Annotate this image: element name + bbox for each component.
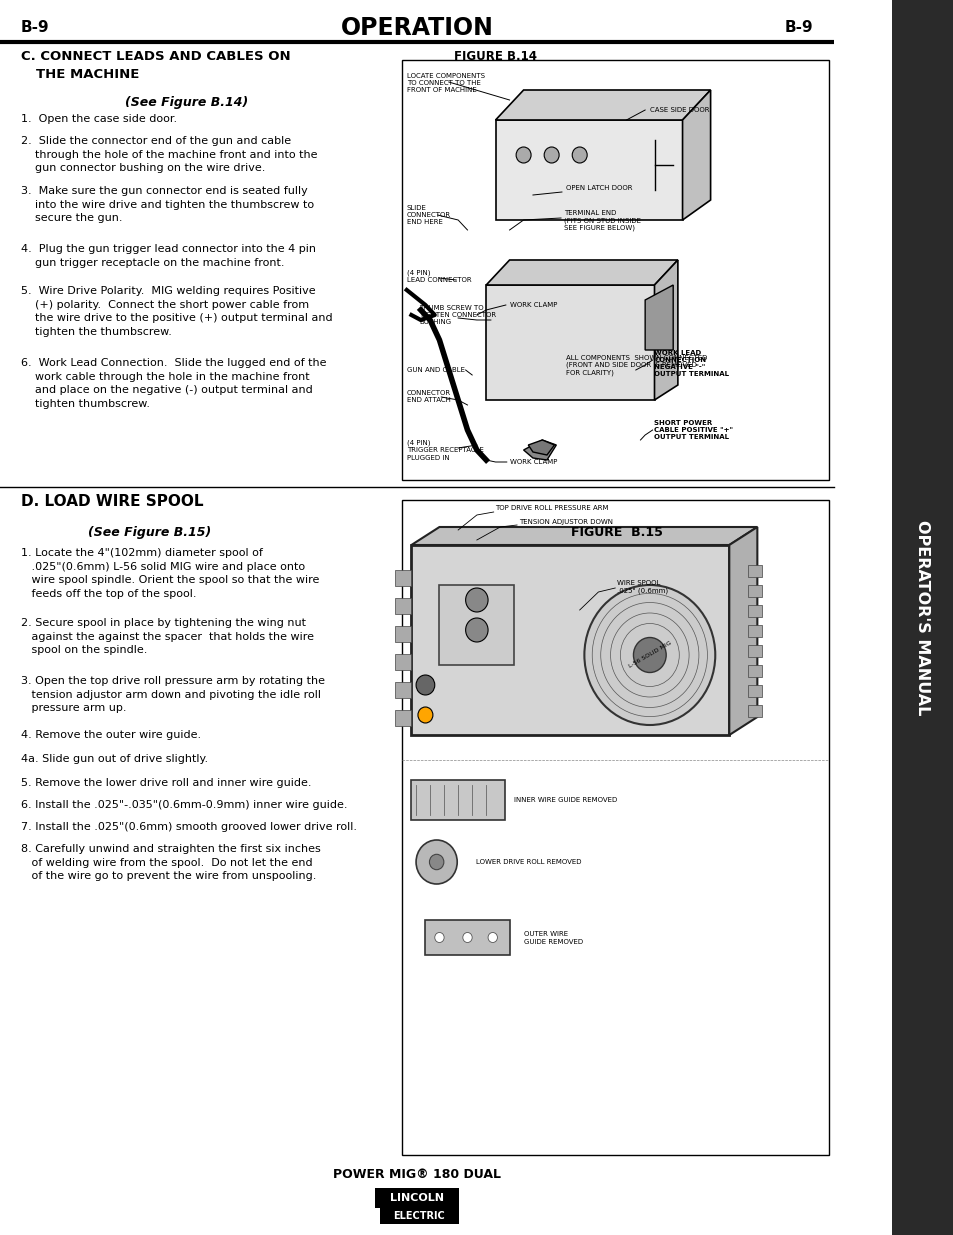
Circle shape xyxy=(543,147,558,163)
Text: B-9: B-9 xyxy=(21,21,50,36)
Bar xyxy=(395,571,411,585)
Text: TENSION ADJUSTOR DOWN: TENSION ADJUSTOR DOWN xyxy=(518,519,612,525)
Text: C. CONNECT LEADS AND CABLES ON: C. CONNECT LEADS AND CABLES ON xyxy=(21,49,290,63)
Text: OPERATION: OPERATION xyxy=(340,16,493,40)
Text: 6.  Work Lead Connection.  Slide the lugged end of the
    work cable through th: 6. Work Lead Connection. Slide the lugge… xyxy=(21,358,326,409)
Text: (4 PIN)
TRIGGER RECEPTACLE
PLUGGED IN: (4 PIN) TRIGGER RECEPTACLE PLUGGED IN xyxy=(406,440,483,461)
Circle shape xyxy=(465,588,488,613)
Text: ALL COMPONENTS  SHOWN CONNECTED
(FRONT AND SIDE DOOR IS REMOVED
FOR CLARITY): ALL COMPONENTS SHOWN CONNECTED (FRONT AN… xyxy=(565,354,706,375)
Text: 8. Carefully unwind and straighten the first six inches
   of welding wire from : 8. Carefully unwind and straighten the f… xyxy=(21,844,320,882)
Bar xyxy=(395,710,411,726)
Polygon shape xyxy=(486,261,678,285)
Polygon shape xyxy=(654,261,678,400)
Text: LOWER DRIVE ROLL REMOVED: LOWER DRIVE ROLL REMOVED xyxy=(476,860,580,864)
Polygon shape xyxy=(728,527,757,735)
Text: B-9: B-9 xyxy=(784,21,813,36)
Bar xyxy=(747,685,761,697)
Text: ®: ® xyxy=(448,1191,455,1197)
Polygon shape xyxy=(495,90,710,120)
FancyBboxPatch shape xyxy=(379,1208,458,1224)
Polygon shape xyxy=(528,440,554,454)
Text: SLIDE
CONNECTOR
END HERE: SLIDE CONNECTOR END HERE xyxy=(406,205,451,225)
Circle shape xyxy=(516,147,531,163)
Bar xyxy=(395,655,411,671)
Bar xyxy=(395,682,411,698)
Text: WORK CLAMP: WORK CLAMP xyxy=(509,303,557,308)
Bar xyxy=(395,626,411,642)
Text: LINCOLN: LINCOLN xyxy=(390,1193,443,1203)
Text: OPEN LATCH DOOR: OPEN LATCH DOOR xyxy=(565,185,632,191)
Bar xyxy=(747,645,761,657)
Polygon shape xyxy=(411,527,757,545)
Circle shape xyxy=(435,932,444,942)
Text: 4.  Plug the gun trigger lead connector into the 4 pin
    gun trigger receptacl: 4. Plug the gun trigger lead connector i… xyxy=(21,245,315,268)
Text: SHORT POWER
CABLE POSITIVE "+"
OUTPUT TERMINAL: SHORT POWER CABLE POSITIVE "+" OUTPUT TE… xyxy=(654,420,733,440)
Circle shape xyxy=(429,855,443,869)
Bar xyxy=(425,920,509,955)
Circle shape xyxy=(416,840,456,884)
Bar xyxy=(401,500,828,1155)
Bar xyxy=(439,585,514,664)
Bar xyxy=(395,598,411,614)
Text: 5. Remove the lower drive roll and inner wire guide.: 5. Remove the lower drive roll and inner… xyxy=(21,778,311,788)
Circle shape xyxy=(465,618,488,642)
Text: 7. Install the .025"(0.6mm) smooth grooved lower drive roll.: 7. Install the .025"(0.6mm) smooth groov… xyxy=(21,823,356,832)
Circle shape xyxy=(462,932,472,942)
Circle shape xyxy=(488,932,497,942)
Text: L-56 SOLID MIG: L-56 SOLID MIG xyxy=(627,641,672,669)
Bar xyxy=(747,585,761,597)
Polygon shape xyxy=(644,285,673,350)
Circle shape xyxy=(572,147,586,163)
Text: 4. Remove the outer wire guide.: 4. Remove the outer wire guide. xyxy=(21,730,200,740)
Bar xyxy=(747,605,761,618)
Text: (See Figure B.15): (See Figure B.15) xyxy=(88,526,211,538)
Text: GUN AND CABLE: GUN AND CABLE xyxy=(406,367,464,373)
Text: TOP DRIVE ROLL PRESSURE ARM: TOP DRIVE ROLL PRESSURE ARM xyxy=(495,505,608,511)
Bar xyxy=(747,664,761,677)
Text: 5.  Wire Drive Polarity.  MIG welding requires Positive
    (+) polarity.  Conne: 5. Wire Drive Polarity. MIG welding requ… xyxy=(21,287,332,337)
Text: WIRE SPOOL
.025" (0.6mm): WIRE SPOOL .025" (0.6mm) xyxy=(617,580,667,594)
Text: 1.  Open the case side door.: 1. Open the case side door. xyxy=(21,114,176,124)
Text: ELECTRIC: ELECTRIC xyxy=(393,1212,444,1221)
Text: OUTER WIRE
GUIDE REMOVED: OUTER WIRE GUIDE REMOVED xyxy=(523,931,582,945)
Text: D. LOAD WIRE SPOOL: D. LOAD WIRE SPOOL xyxy=(21,494,203,509)
Bar xyxy=(747,625,761,637)
Text: (See Figure B.14): (See Figure B.14) xyxy=(125,96,249,109)
Text: POWER MIG® 180 DUAL: POWER MIG® 180 DUAL xyxy=(333,1168,500,1181)
Text: 1. Locate the 4"(102mm) diameter spool of
   .025"(0.6mm) L-56 solid MIG wire an: 1. Locate the 4"(102mm) diameter spool o… xyxy=(21,548,318,599)
Text: INNER WIRE GUIDE REMOVED: INNER WIRE GUIDE REMOVED xyxy=(514,797,617,803)
Text: LOCATE COMPONENTS
TO CONNECT TO THE
FRONT OF MACHINE: LOCATE COMPONENTS TO CONNECT TO THE FRON… xyxy=(406,73,484,93)
Text: FIGURE  B.15: FIGURE B.15 xyxy=(571,526,662,538)
Text: 4a. Slide gun out of drive slightly.: 4a. Slide gun out of drive slightly. xyxy=(21,755,208,764)
Text: WORK LEAD
CONNECTION
NEGATIVE "-"
OUTPUT TERMINAL: WORK LEAD CONNECTION NEGATIVE "-" OUTPUT… xyxy=(654,350,729,377)
Polygon shape xyxy=(486,285,654,400)
Circle shape xyxy=(584,585,715,725)
Text: WORK CLAMP: WORK CLAMP xyxy=(509,459,557,466)
Text: CONNECTOR
END ATTACH: CONNECTOR END ATTACH xyxy=(406,390,451,403)
Bar xyxy=(401,61,828,480)
Bar xyxy=(747,705,761,718)
Bar xyxy=(411,545,728,735)
Text: CASE SIDE DOOR: CASE SIDE DOOR xyxy=(649,107,709,112)
Circle shape xyxy=(416,676,435,695)
Bar xyxy=(411,781,504,820)
Text: THE MACHINE: THE MACHINE xyxy=(35,68,139,82)
Text: 3.  Make sure the gun connector end is seated fully
    into the wire drive and : 3. Make sure the gun connector end is se… xyxy=(21,186,314,224)
Polygon shape xyxy=(523,440,556,459)
Text: TERMINAL END
(FITS ON STUD INSIDE
SEE FIGURE BELOW): TERMINAL END (FITS ON STUD INSIDE SEE FI… xyxy=(563,210,640,231)
Text: 2.  Slide the connector end of the gun and cable
    through the hole of the mac: 2. Slide the connector end of the gun an… xyxy=(21,136,316,173)
Text: FIGURE B.14: FIGURE B.14 xyxy=(454,49,537,63)
Text: (4 PIN)
LEAD CONNECTOR: (4 PIN) LEAD CONNECTOR xyxy=(406,270,471,284)
Text: 2. Secure spool in place by tightening the wing nut
   against the against the s: 2. Secure spool in place by tightening t… xyxy=(21,618,314,656)
Circle shape xyxy=(417,706,433,722)
Circle shape xyxy=(633,637,665,673)
Bar xyxy=(747,564,761,577)
Text: OPERATOR'S MANUAL: OPERATOR'S MANUAL xyxy=(915,520,929,715)
Text: 6. Install the .025"-.035"(0.6mm-0.9mm) inner wire guide.: 6. Install the .025"-.035"(0.6mm-0.9mm) … xyxy=(21,800,347,810)
Polygon shape xyxy=(495,120,681,220)
Text: THUMB SCREW TO
TIGHTEN CONNECTOR
BUSHING: THUMB SCREW TO TIGHTEN CONNECTOR BUSHING xyxy=(418,305,496,325)
Polygon shape xyxy=(681,90,710,220)
FancyBboxPatch shape xyxy=(375,1188,458,1208)
Text: 3. Open the top drive roll pressure arm by rotating the
   tension adjustor arm : 3. Open the top drive roll pressure arm … xyxy=(21,676,324,713)
